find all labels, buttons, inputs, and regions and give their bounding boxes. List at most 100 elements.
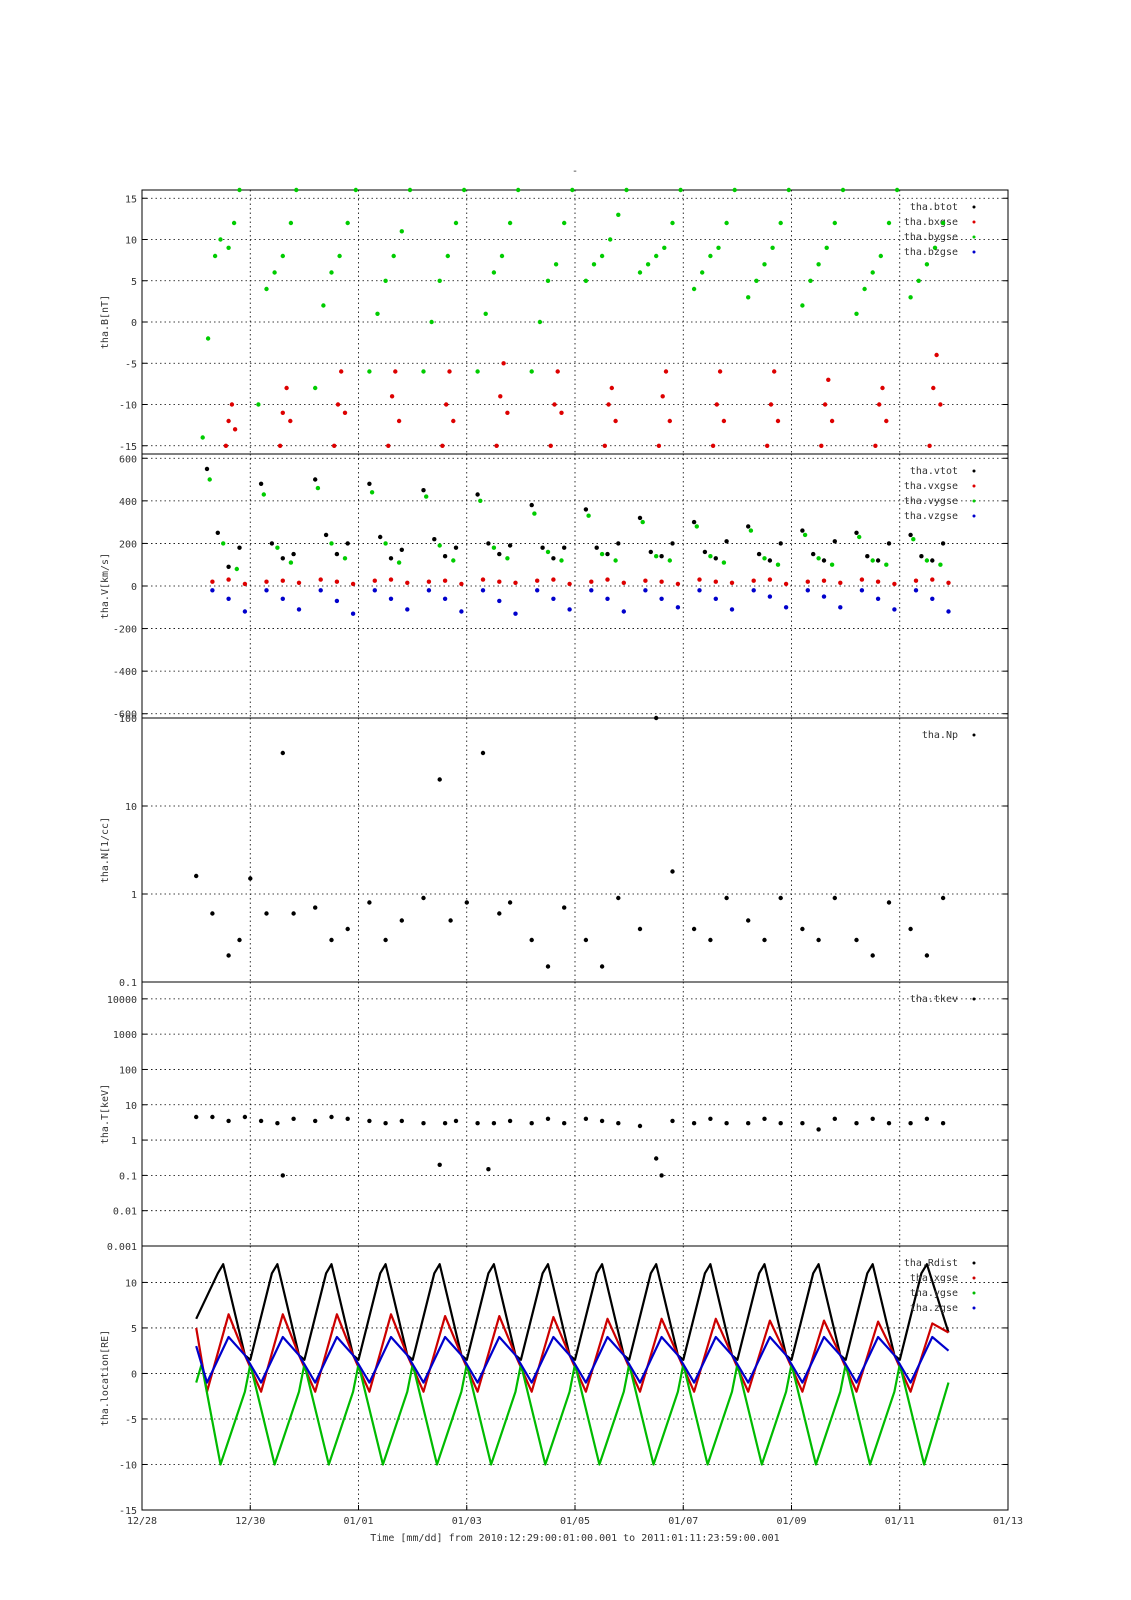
data-point [383,541,388,546]
data-point [540,545,545,550]
data-point [242,1114,248,1120]
data-point [399,1118,404,1124]
y-tick-label: -400 [113,667,137,678]
data-point [461,187,467,193]
data-point [816,937,821,943]
data-point [870,558,875,563]
data-point [212,253,218,259]
data-point [640,519,645,525]
data-point [280,410,285,415]
data-point [746,1121,751,1126]
legend-label: tha.vygse [904,496,958,507]
data-point [559,558,564,563]
legend-marker [972,469,976,473]
data-point [659,554,664,559]
data-point [545,549,551,555]
data-point [911,537,916,542]
data-point [583,278,589,283]
data-point [399,547,404,552]
legend-marker [972,1261,976,1265]
data-point [678,187,683,193]
series-line-tha.ygse [195,1363,950,1466]
data-point [537,319,543,325]
data-point [589,579,594,584]
data-point [762,1116,767,1122]
data-point [280,1173,285,1178]
data-point [440,443,445,448]
y-axis-label: tha.B[nT] [100,295,111,349]
data-point [553,262,559,267]
data-point [342,410,348,415]
legend-marker [972,997,976,1001]
data-point [886,541,892,546]
data-point [552,402,557,407]
legend-marker [972,235,976,239]
data-point [783,605,789,610]
data-point [924,953,930,958]
data-point [643,588,648,593]
x-tick-label: 01/05 [560,1516,590,1527]
data-point [334,598,340,604]
data-point [497,551,502,557]
data-point [367,369,372,374]
data-point [288,560,294,565]
y-axis-label: tha.T[keV] [100,1084,111,1144]
data-point [551,596,556,601]
data-point [280,596,285,601]
data-point [919,554,924,559]
data-point [291,911,296,916]
data-point [421,369,426,374]
y-tick-label: -200 [113,625,137,636]
data-point [924,1116,930,1122]
data-point [608,237,613,242]
data-point [491,545,497,550]
data-point [442,554,448,559]
data-point [838,580,843,585]
data-point [716,245,721,250]
data-point [367,1118,372,1124]
data-point [800,926,805,932]
data-point [775,562,781,567]
data-point [829,418,835,424]
data-point [637,1123,643,1129]
data-point [713,596,718,601]
data-point [242,609,248,614]
y-tick-label: 400 [119,497,137,508]
y-tick-label: 5 [131,277,137,288]
legend-label: tha.vtot [910,466,958,477]
data-point [447,369,452,374]
data-point [606,402,611,407]
data-point [808,278,813,283]
legend-marker [972,514,976,518]
data-point [551,556,556,561]
data-point [613,418,618,424]
data-point [913,578,919,583]
data-point [691,519,697,525]
data-point [691,1121,697,1126]
data-point [280,578,285,583]
data-point [591,262,597,267]
data-point [507,220,513,226]
data-point [372,588,377,593]
panel-2: -600 -400 -200 0 200 400 600 tha.V[km/s] tha.vto… [100,453,1009,721]
data-point [256,402,261,407]
data-point [275,1121,280,1126]
data-point [908,532,913,538]
data-point [589,588,594,593]
data-point [616,1121,621,1126]
data-point [334,579,340,584]
x-tick-label: 01/03 [452,1516,482,1527]
data-point [453,1118,459,1124]
y-tick-label: 10 [125,1278,137,1289]
legend-label: tha.Rdist [904,1258,958,1269]
data-point [389,394,395,399]
page-title: - [572,166,578,177]
data-point [486,1167,491,1172]
data-point [854,530,859,535]
data-point [940,541,946,546]
data-point [442,1121,448,1126]
data-point [437,543,442,548]
data-point [218,237,223,242]
data-point [873,443,878,448]
data-point [332,443,337,448]
